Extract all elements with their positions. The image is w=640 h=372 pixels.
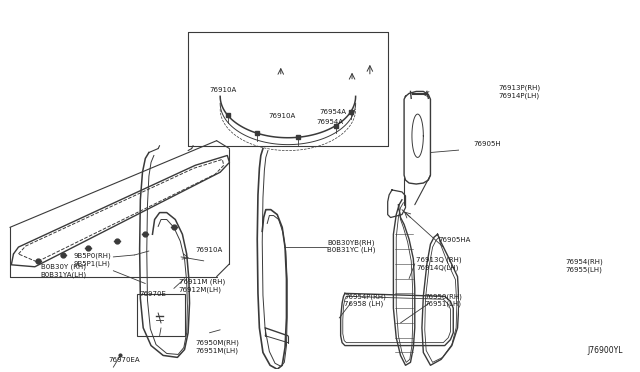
Text: 76954(RH)
76955(LH): 76954(RH) 76955(LH) <box>566 259 604 273</box>
Text: B0B30YB(RH)
B0B31YC (LH): B0B30YB(RH) B0B31YC (LH) <box>327 239 376 253</box>
Text: 76970EA: 76970EA <box>108 357 140 363</box>
Text: 76910A: 76910A <box>195 247 223 253</box>
Text: 76913Q (RH)
76914Q(LH): 76913Q (RH) 76914Q(LH) <box>416 257 462 271</box>
Text: J76900YL: J76900YL <box>588 346 623 355</box>
Text: 76970E: 76970E <box>139 291 166 297</box>
Text: 76954P(RH)
76958 (LH): 76954P(RH) 76958 (LH) <box>344 294 386 307</box>
Text: B0B30Y (RH)
B0B31YA(LH): B0B30Y (RH) B0B31YA(LH) <box>40 264 86 278</box>
FancyBboxPatch shape <box>137 294 185 336</box>
Text: 76950(RH)
76951(LH): 76950(RH) 76951(LH) <box>425 294 463 307</box>
Text: 76911M (RH)
76912M(LH): 76911M (RH) 76912M(LH) <box>179 279 225 293</box>
Text: 76913P(RH)
76914P(LH): 76913P(RH) 76914P(LH) <box>498 84 540 99</box>
Text: 76905HA: 76905HA <box>438 237 470 243</box>
Text: 76905H: 76905H <box>473 141 501 147</box>
Text: 76954A: 76954A <box>319 109 346 115</box>
Text: 76910A: 76910A <box>269 113 296 119</box>
Text: 9B5P0(RH)
9B5P1(LH): 9B5P0(RH) 9B5P1(LH) <box>74 253 111 267</box>
Text: 76950M(RH)
76951M(LH): 76950M(RH) 76951M(LH) <box>195 340 239 354</box>
Text: 76910A: 76910A <box>209 87 237 93</box>
Text: 76954A: 76954A <box>316 119 344 125</box>
